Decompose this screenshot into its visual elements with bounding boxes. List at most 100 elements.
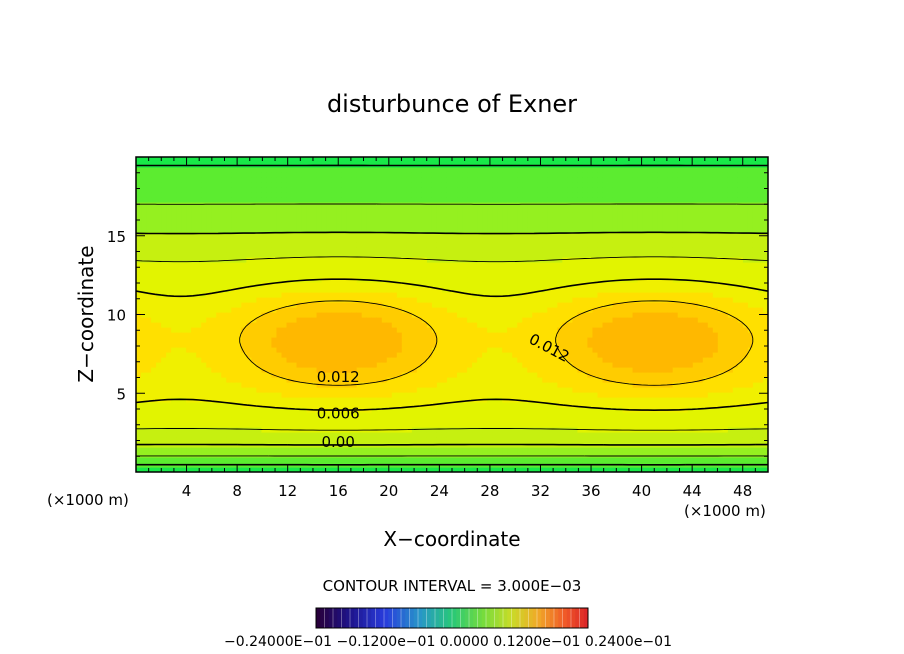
field-cell: [151, 217, 157, 223]
field-cell: [527, 357, 533, 363]
field-cell: [311, 272, 318, 278]
field-cell: [462, 187, 468, 193]
field-cell: [306, 312, 313, 318]
field-cell: [261, 187, 268, 193]
field-cell: [326, 422, 333, 428]
field-cell: [381, 357, 388, 363]
field-cell: [401, 357, 408, 363]
field-cell: [351, 227, 358, 233]
field-cell: [411, 457, 418, 463]
field-cell: [512, 202, 518, 208]
field-cell: [326, 252, 333, 258]
field-cell: [236, 157, 242, 163]
field-cell: [441, 447, 448, 453]
field-cell: [401, 297, 408, 303]
field-cell: [482, 322, 488, 328]
field-cell: [296, 357, 303, 363]
field-cell: [502, 412, 508, 418]
field-cell: [171, 262, 177, 268]
field-cell: [361, 447, 368, 453]
field-cell: [256, 357, 262, 363]
field-cell: [416, 207, 423, 213]
field-cell: [512, 387, 518, 393]
field-cell: [241, 182, 247, 188]
field-cell: [221, 427, 227, 433]
field-cell: [161, 182, 167, 188]
field-cell: [426, 212, 433, 218]
field-cell: [507, 372, 513, 378]
field-cell: [236, 447, 242, 453]
field-cell: [351, 177, 358, 183]
field-cell: [241, 427, 247, 433]
field-cell: [216, 197, 222, 203]
field-cell: [261, 202, 268, 208]
field-cell: [251, 157, 257, 163]
field-cell: [426, 397, 433, 403]
field-cell: [226, 407, 232, 413]
field-cell: [196, 307, 202, 313]
field-cell: [256, 372, 262, 378]
field-cell: [191, 387, 197, 393]
field-cell: [366, 347, 373, 353]
field-cell: [416, 437, 423, 443]
field-cell: [256, 292, 262, 298]
field-cell: [431, 262, 438, 268]
field-cell: [136, 397, 142, 403]
field-cell: [356, 207, 363, 213]
field-cell: [306, 392, 313, 398]
field-cell: [211, 357, 217, 363]
field-cell: [311, 257, 318, 263]
field-cell: [176, 202, 182, 208]
field-cell: [507, 237, 513, 243]
field-cell: [341, 387, 348, 393]
field-cell: [446, 427, 453, 433]
field-cell: [376, 372, 383, 378]
field-cell: [161, 332, 167, 338]
field-cell: [497, 437, 503, 443]
field-cell: [151, 307, 157, 313]
field-cell: [206, 397, 212, 403]
field-cell: [151, 322, 157, 328]
field-cell: [266, 332, 273, 338]
field-cell: [351, 362, 358, 368]
field-cell: [411, 222, 418, 228]
field-cell: [166, 172, 172, 178]
field-cell: [441, 467, 448, 472]
field-cell: [141, 177, 147, 183]
field-cell: [446, 312, 453, 318]
field-cell: [191, 247, 197, 253]
field-cell: [151, 447, 157, 453]
field-cell: [301, 267, 308, 273]
field-cell: [411, 167, 418, 173]
field-cell: [286, 457, 293, 463]
field-cell: [441, 332, 448, 338]
field-cell: [497, 367, 503, 373]
field-cell: [381, 362, 388, 368]
field-cell: [196, 317, 202, 323]
field-cell: [226, 242, 232, 248]
field-cell: [401, 352, 408, 358]
field-cell: [146, 347, 152, 353]
field-cell: [381, 222, 388, 228]
field-cell: [356, 342, 363, 348]
field-cell: [346, 322, 353, 328]
field-cell: [381, 227, 388, 233]
field-cell: [482, 457, 488, 463]
field-cell: [146, 342, 152, 348]
field-cell: [226, 347, 232, 353]
field-cell: [306, 227, 313, 233]
field-cell: [411, 297, 418, 303]
field-cell: [256, 217, 262, 223]
field-cell: [231, 237, 237, 243]
field-cell: [246, 272, 252, 278]
field-cell: [136, 172, 142, 178]
field-cell: [371, 362, 378, 368]
field-cell: [321, 182, 328, 188]
field-cell: [517, 317, 523, 323]
field-cell: [522, 427, 528, 433]
field-cell: [296, 337, 303, 343]
field-cell: [366, 297, 373, 303]
field-cell: [386, 332, 393, 338]
field-cell: [136, 447, 142, 453]
field-cell: [186, 407, 192, 413]
